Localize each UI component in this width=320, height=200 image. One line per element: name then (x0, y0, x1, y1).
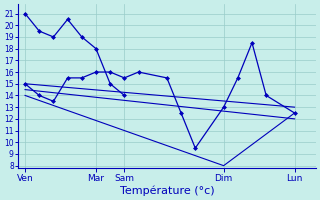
X-axis label: Température (°c): Température (°c) (120, 185, 214, 196)
